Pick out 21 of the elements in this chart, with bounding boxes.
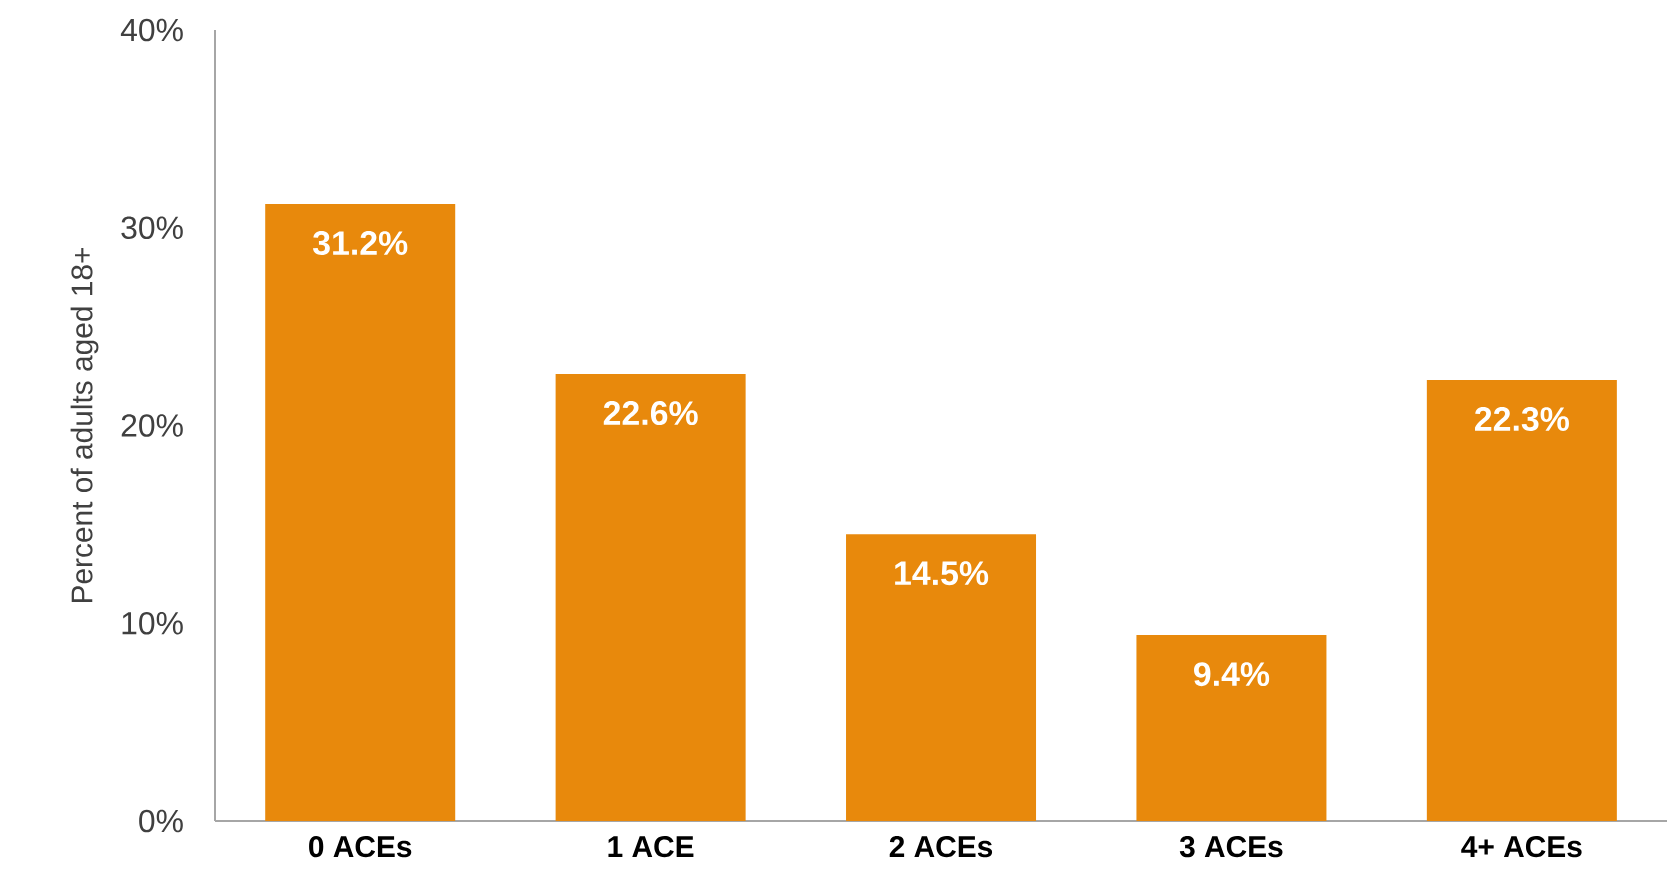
x-tick-label: 1 ACE [608,836,694,858]
bar [1136,635,1327,821]
data-label: 22.3% [1475,407,1569,432]
y-tick-label: 0% [139,809,183,833]
y-tick-label: 10% [122,611,183,635]
x-tick-label: 3 ACEs [1179,836,1283,858]
data-label: 31.2% [312,231,408,256]
x-tick-label: 0 ACEs [309,836,412,858]
y-tick-label: 40% [120,18,183,42]
bar [265,204,456,821]
bar [555,374,746,821]
y-tick-label: 30% [121,216,183,240]
y-axis-title: Percent of adults aged 18+ [70,247,99,603]
bar [1426,380,1617,821]
y-tick-label: 20% [121,414,183,437]
x-tick-label: 4+ ACEs [1461,836,1582,858]
data-label: 14.5% [895,561,989,586]
data-label: 9.4% [1194,662,1270,687]
data-label: 22.6% [603,401,698,426]
x-tick-label: 2 ACEs [889,836,993,858]
bar [846,534,1037,821]
